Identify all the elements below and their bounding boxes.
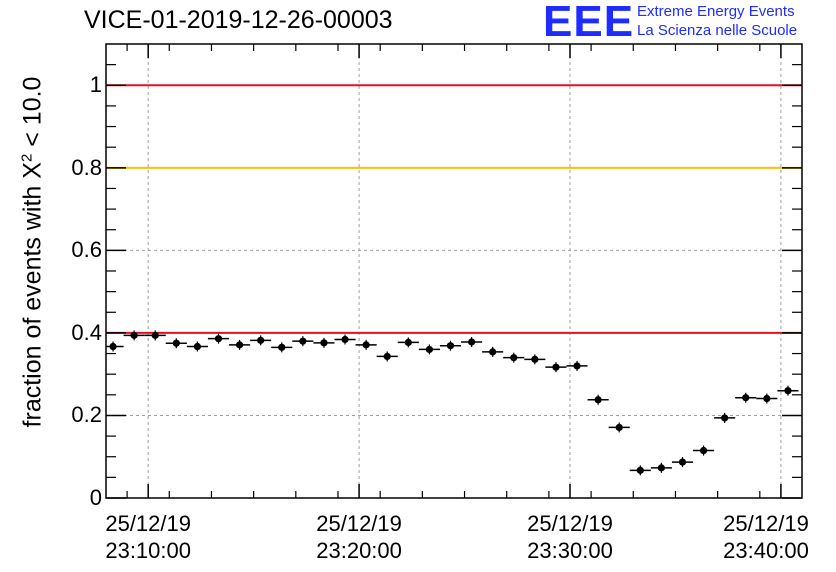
axis-ticks	[106, 44, 802, 499]
y-tick-label: 0.6	[71, 237, 102, 263]
data-point	[320, 339, 328, 347]
data-point	[573, 362, 581, 370]
x-tick-time: 23:30:00	[527, 538, 613, 563]
data-point	[193, 342, 201, 351]
data-point	[594, 396, 602, 404]
data-point	[130, 331, 138, 339]
data-point	[109, 342, 117, 351]
x-tick-time: 23:10:00	[105, 538, 191, 563]
data-point	[763, 394, 771, 403]
data-point	[531, 355, 539, 363]
x-tick-date: 25/12/19	[723, 511, 809, 536]
x-tick-time: 23:20:00	[316, 538, 402, 563]
data-point	[552, 363, 560, 371]
y-tick-label: 0.8	[71, 154, 102, 180]
data-point	[721, 414, 729, 422]
logo-line-2: La Scienza nelle Scuole	[637, 22, 798, 39]
data-point	[742, 394, 750, 402]
data-point	[383, 352, 391, 361]
x-tick-label: 25/12/19 23:10:00	[78, 510, 218, 564]
data-point	[489, 348, 497, 356]
x-tick-label: 25/12/19 23:20:00	[289, 510, 429, 564]
data-point	[636, 466, 644, 474]
x-tick-date: 25/12/19	[105, 511, 191, 536]
x-tick-time: 23:40:00	[723, 538, 809, 563]
data-point	[615, 423, 623, 432]
x-tick-label: 25/12/19 23:40:00	[696, 510, 836, 564]
reference-lines	[106, 84, 802, 334]
data-point	[362, 341, 370, 349]
data-points	[106, 330, 799, 476]
logo-line-1: Extreme Energy Events	[637, 3, 795, 20]
eee-logo: EEE Extreme Energy Events La Scienza nel…	[543, 0, 833, 46]
data-point	[151, 331, 159, 339]
data-point	[425, 345, 433, 354]
y-tick-label: 0.2	[71, 402, 102, 428]
data-point	[214, 335, 223, 343]
data-point	[257, 336, 265, 344]
data-point	[341, 335, 349, 344]
data-point	[299, 337, 307, 345]
y-axis-label-superscript: 2	[18, 153, 36, 163]
data-point	[699, 446, 708, 455]
grid-lines	[106, 44, 802, 498]
data-point	[657, 464, 665, 472]
data-point	[235, 341, 244, 349]
y-tick-label: 1	[89, 72, 102, 98]
data-point	[446, 342, 455, 350]
data-point	[678, 458, 687, 466]
x-tick-label: 25/12/19 23:30:00	[500, 510, 640, 564]
chart-title: VICE-01-2019-12-26-00003	[84, 6, 393, 34]
data-point	[404, 338, 412, 347]
data-point	[172, 339, 180, 347]
plot-frame	[105, 43, 803, 499]
data-point	[467, 338, 476, 346]
y-tick-label: 0	[89, 485, 102, 510]
data-point	[278, 343, 286, 351]
x-tick-date: 25/12/19	[527, 511, 613, 536]
y-axis-label-prefix: fraction of events with X	[18, 162, 47, 428]
data-point	[784, 387, 792, 395]
data-point	[510, 354, 518, 362]
logo-mark: EEE	[543, 0, 635, 46]
y-tick-label: 0.4	[71, 319, 102, 345]
x-tick-date: 25/12/19	[316, 511, 402, 536]
